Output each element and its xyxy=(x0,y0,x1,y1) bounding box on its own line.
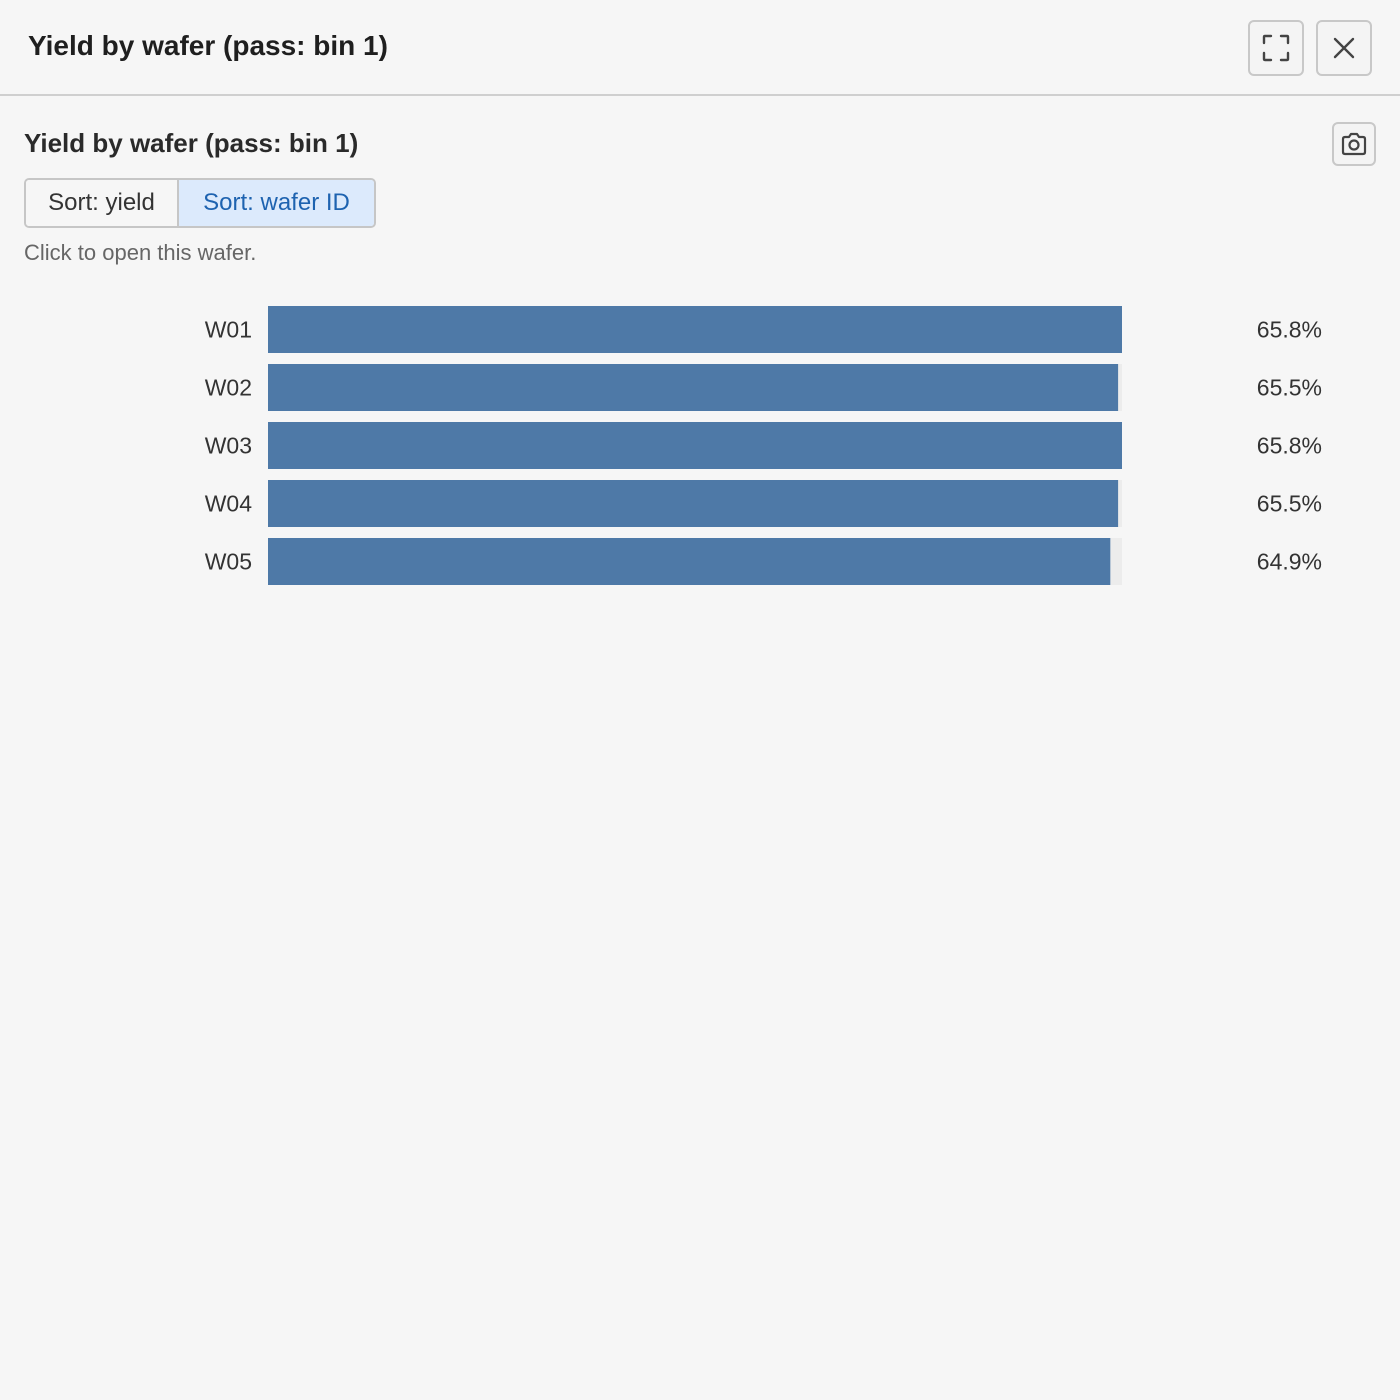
fullscreen-button[interactable] xyxy=(1248,20,1304,76)
camera-icon xyxy=(1341,132,1367,156)
chart-title: Yield by wafer (pass: bin 1) xyxy=(24,128,359,158)
dialog-title: Yield by wafer (pass: bin 1) xyxy=(28,30,388,61)
sort-toggle: Sort: yield Sort: wafer ID xyxy=(24,178,376,228)
value-label: 65.5% xyxy=(1257,491,1322,517)
close-icon xyxy=(1333,37,1355,59)
category-label: W02 xyxy=(205,375,252,401)
value-label: 65.8% xyxy=(1257,317,1322,343)
bar-w05[interactable] xyxy=(268,538,1111,585)
value-label: 65.8% xyxy=(1257,433,1322,459)
category-label: W01 xyxy=(205,317,252,343)
value-label: 65.5% xyxy=(1257,375,1322,401)
bar-w04[interactable] xyxy=(268,480,1119,527)
close-button[interactable] xyxy=(1316,20,1372,76)
category-label: W05 xyxy=(205,549,252,575)
hint-text: Click to open this wafer. xyxy=(24,240,257,265)
bar-row-w04[interactable]: W04 65.5% xyxy=(205,480,1322,527)
value-label: 64.9% xyxy=(1257,549,1322,575)
dialog-header: Yield by wafer (pass: bin 1) xyxy=(0,0,1400,96)
fullscreen-icon xyxy=(1262,34,1290,62)
sort-yield-button[interactable]: Sort: yield xyxy=(26,180,179,226)
category-label: W04 xyxy=(205,491,253,517)
sort-wafer-id-button[interactable]: Sort: wafer ID xyxy=(179,180,374,226)
bar-w01[interactable] xyxy=(268,306,1122,353)
bar-row-w02[interactable]: W02 65.5% xyxy=(205,364,1322,411)
bar-w03[interactable] xyxy=(268,422,1122,469)
bar-row-w05[interactable]: W05 64.9% xyxy=(205,538,1322,585)
bar-row-w01[interactable]: W01 65.8% xyxy=(205,306,1322,353)
category-label: W03 xyxy=(205,433,252,459)
bar-row-w03[interactable]: W03 65.8% xyxy=(205,422,1322,469)
bar-w02[interactable] xyxy=(268,364,1119,411)
screenshot-button[interactable] xyxy=(1332,122,1376,166)
